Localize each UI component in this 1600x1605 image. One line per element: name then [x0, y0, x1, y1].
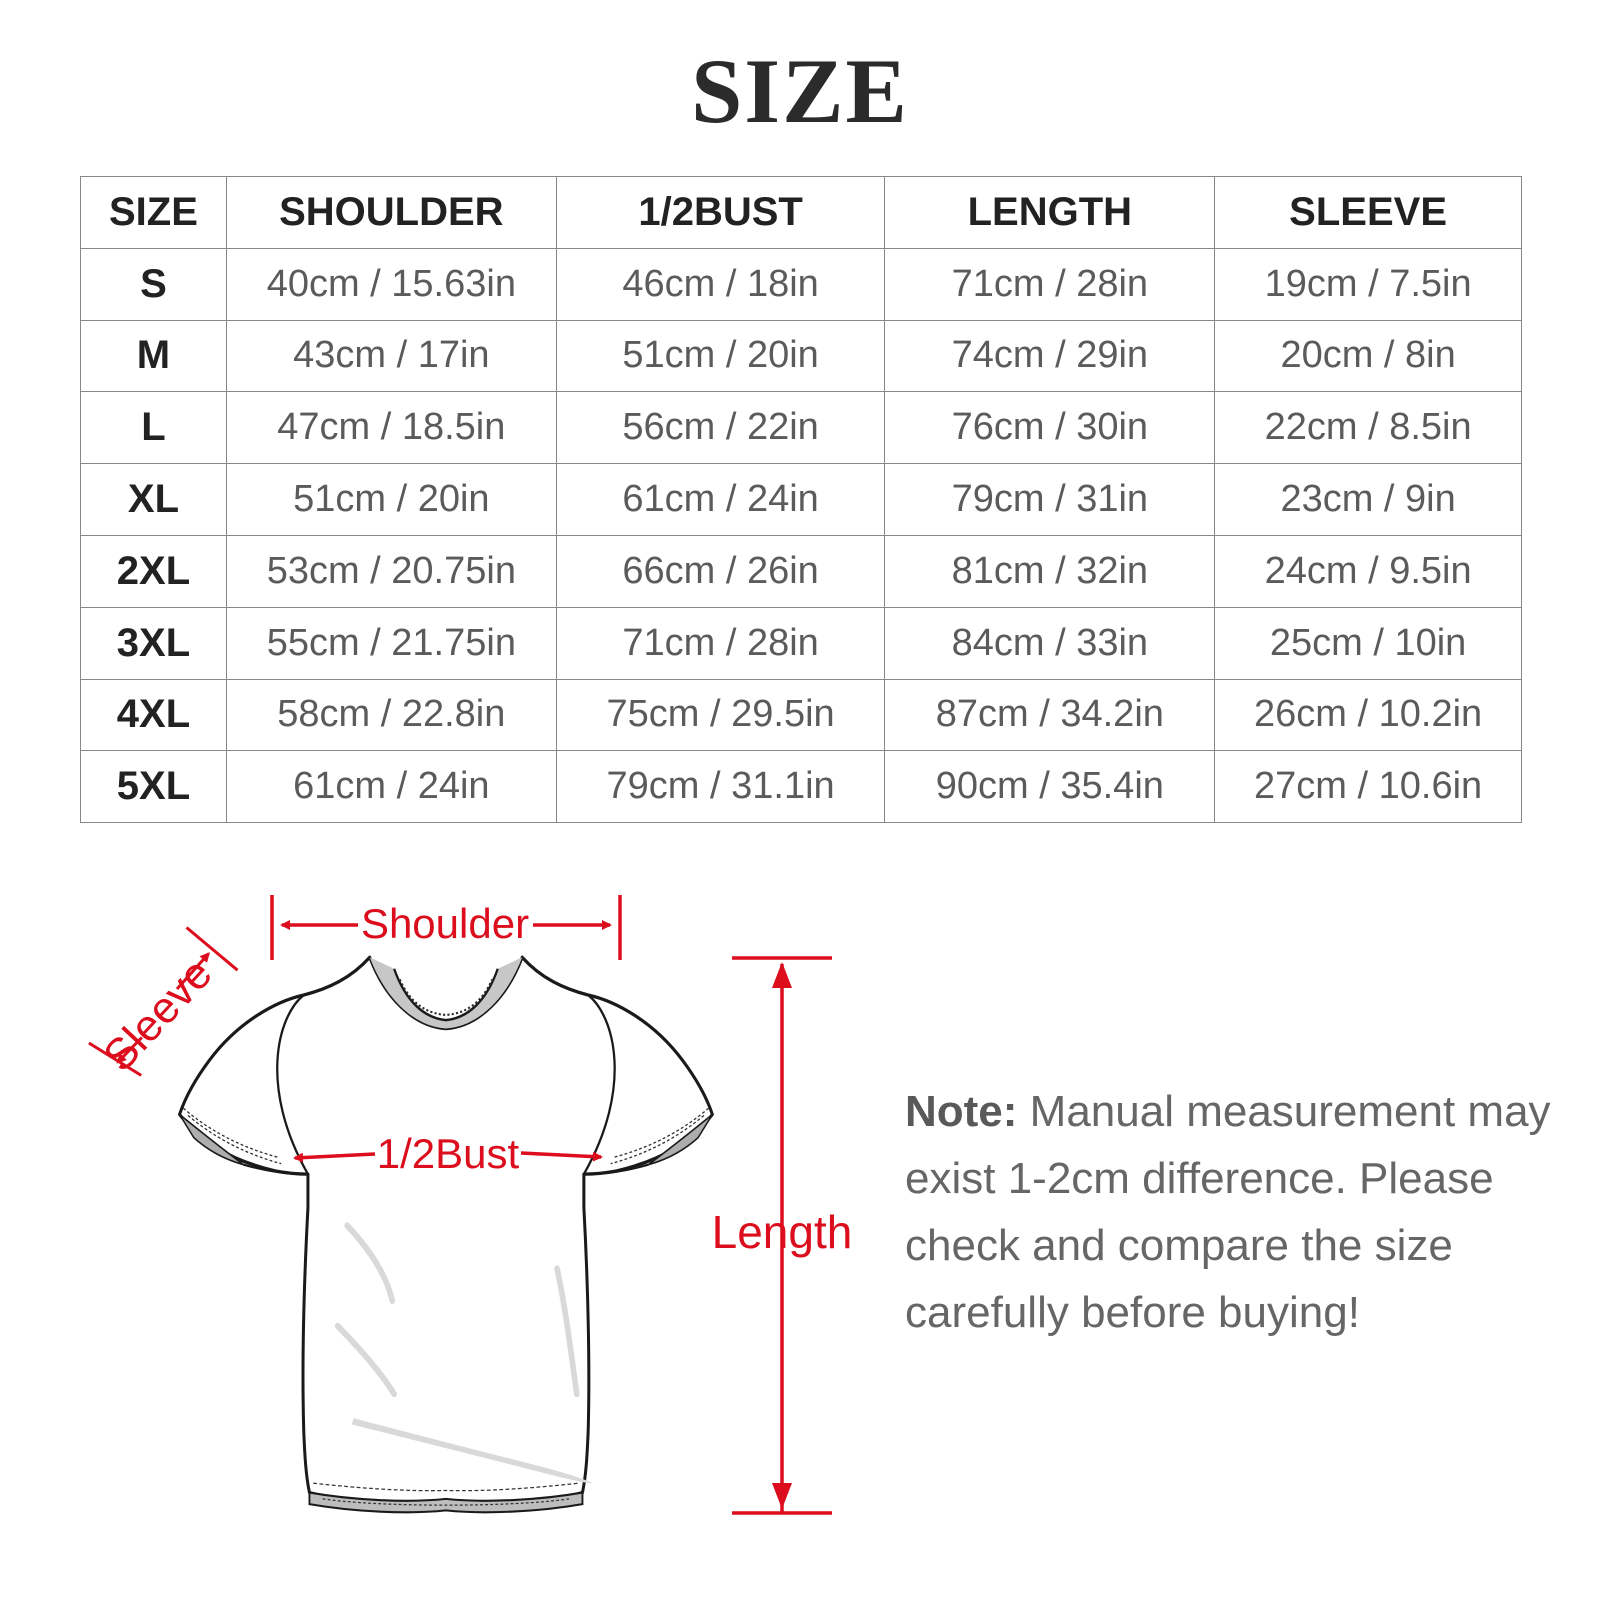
svg-text:Sleeve: Sleeve: [94, 949, 222, 1081]
svg-text:Length: Length: [712, 1206, 853, 1258]
svg-text:1/2Bust: 1/2Bust: [377, 1130, 520, 1177]
svg-text:Shoulder: Shoulder: [361, 900, 529, 947]
